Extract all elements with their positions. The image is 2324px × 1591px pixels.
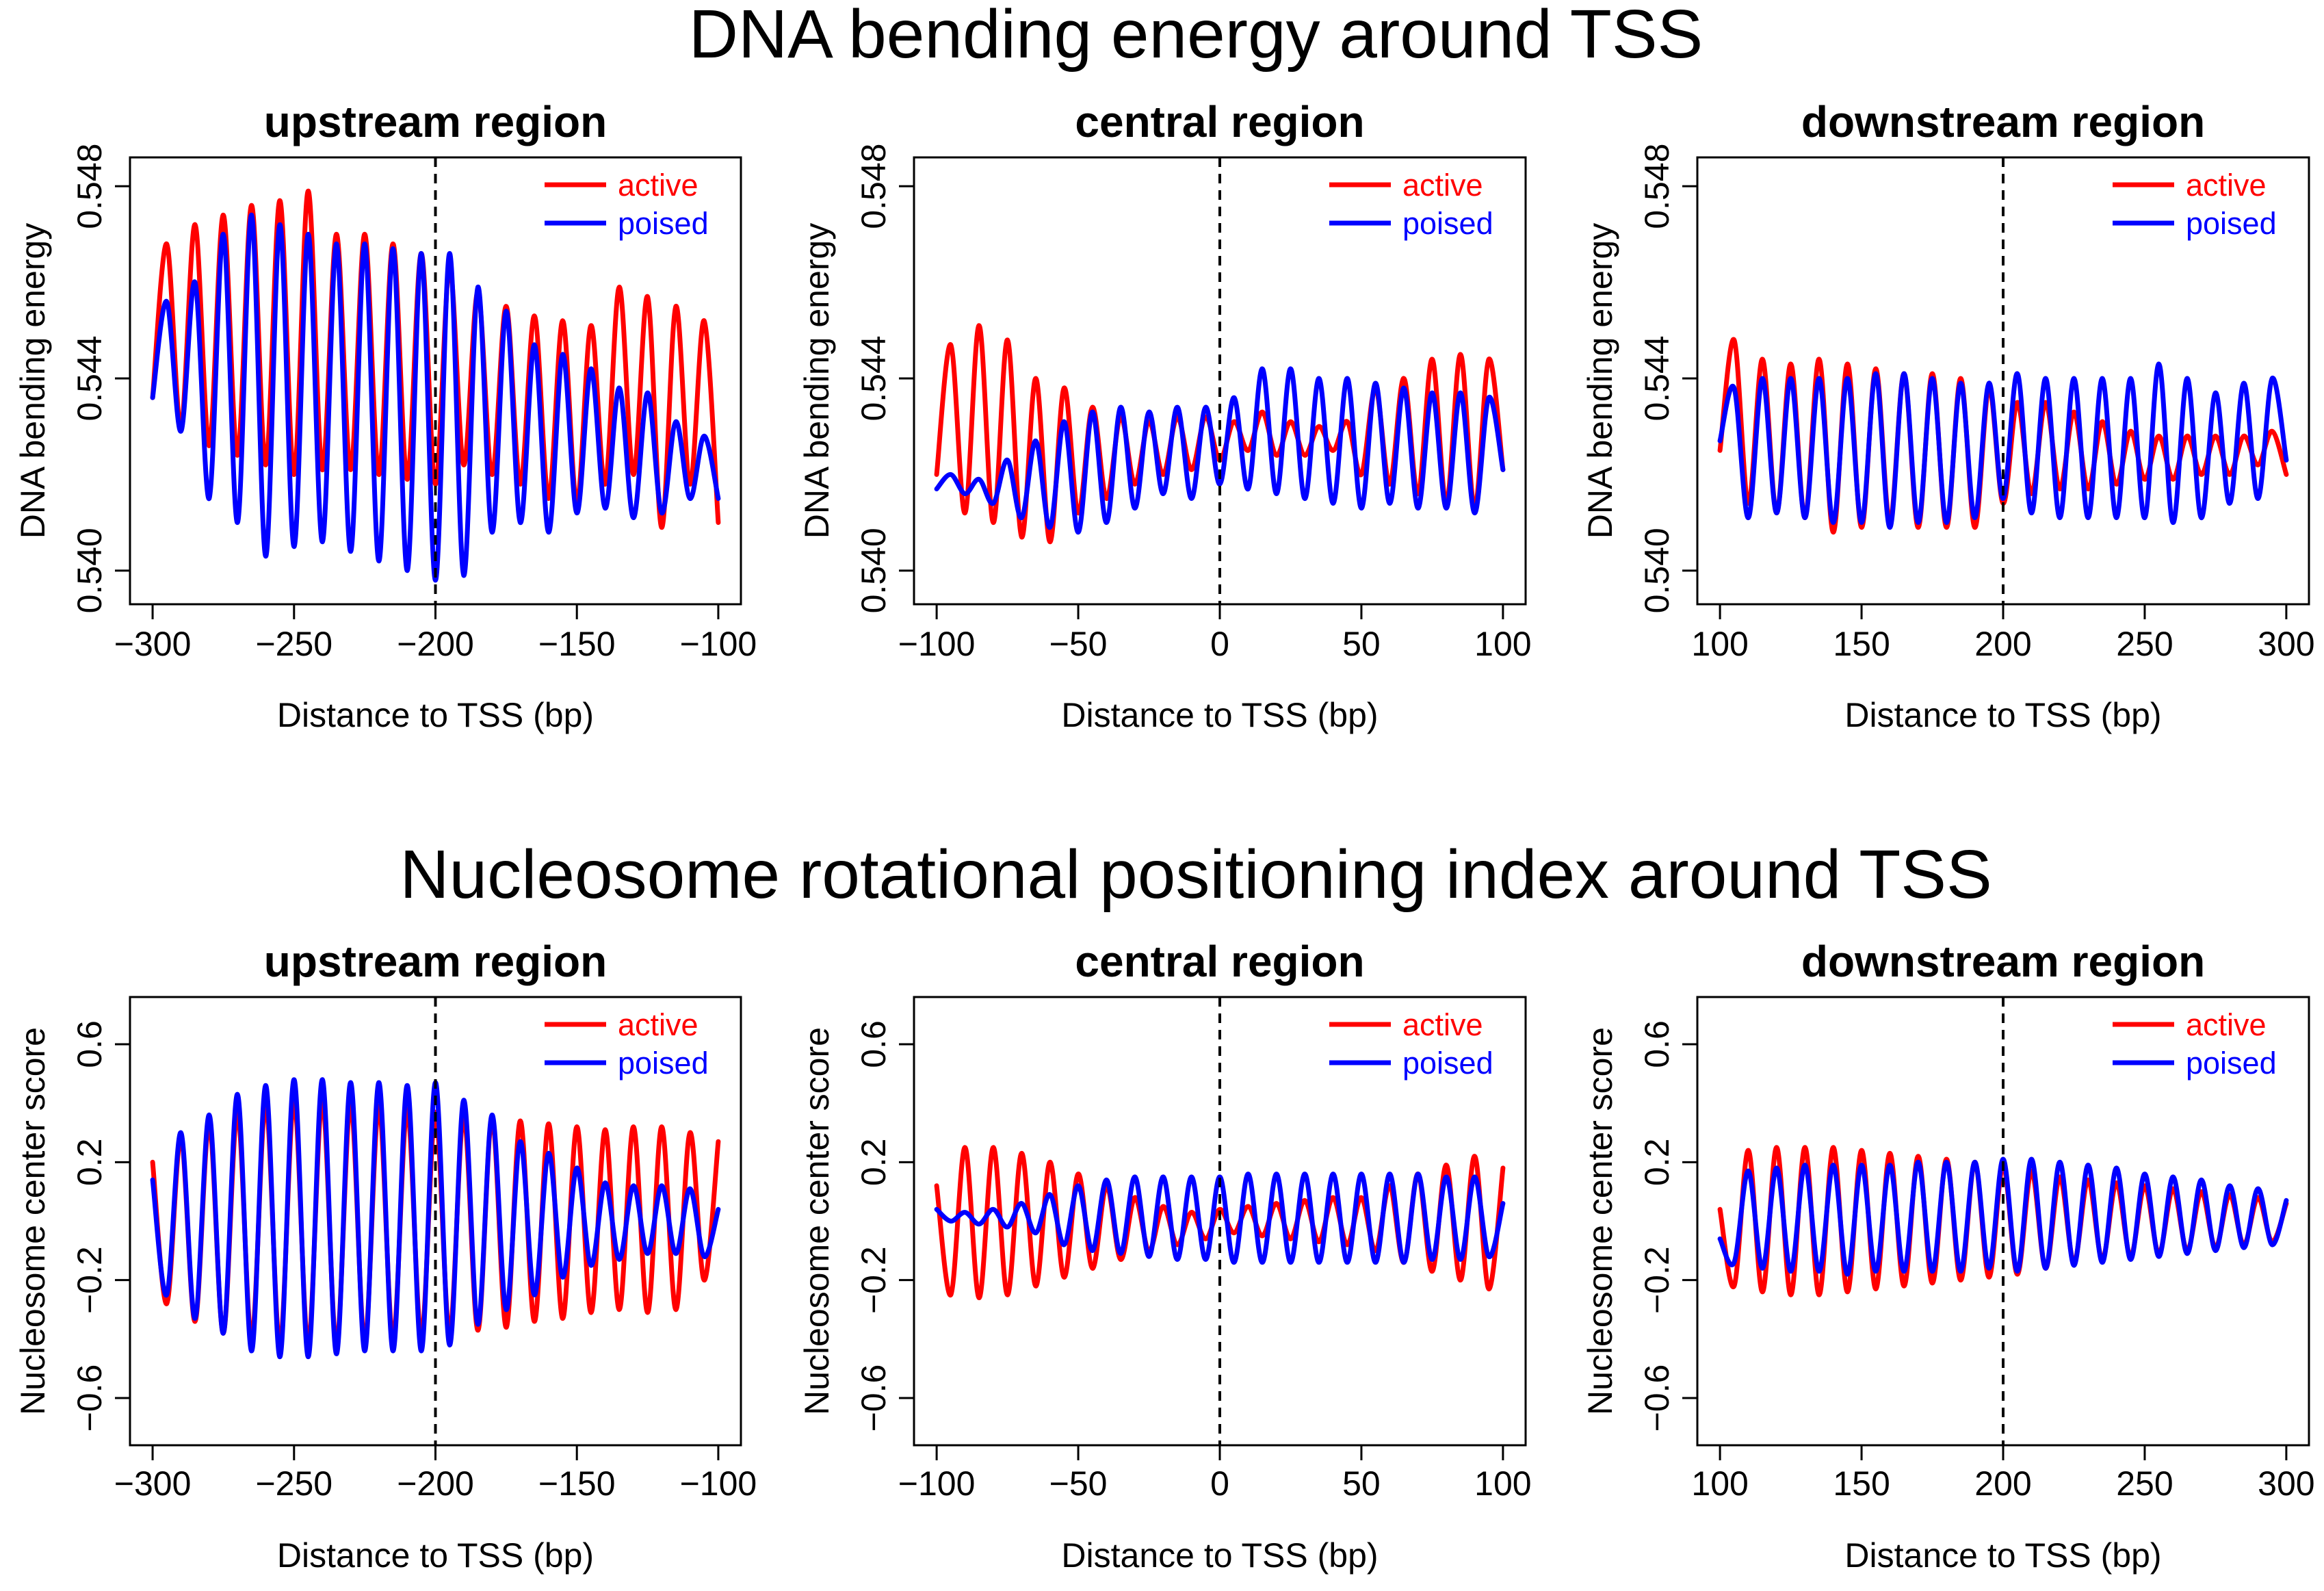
chart-0-legend-label-active: active xyxy=(618,168,698,203)
chart-4-x-tick-label: 100 xyxy=(1474,1464,1531,1503)
chart-0-y-tick-label: 0.540 xyxy=(70,528,109,613)
chart-2-y-axis-label: DNA bending energy xyxy=(1581,223,1619,539)
chart-1-x-tick-label: 50 xyxy=(1342,625,1381,663)
chart-1-y-tick-label: 0.540 xyxy=(854,528,893,613)
chart-0-x-axis-label: Distance to TSS (bp) xyxy=(277,696,594,734)
chart-5-x-tick-label: 300 xyxy=(2258,1464,2314,1503)
chart-4-y-tick-label: −0.2 xyxy=(854,1246,893,1314)
chart-2-x-tick-label: 200 xyxy=(1974,625,2031,663)
chart-4-x-tick-label: −50 xyxy=(1049,1464,1108,1503)
chart-3-y-tick-label: −0.6 xyxy=(70,1364,109,1432)
chart-0-y-axis-label: DNA bending energy xyxy=(14,223,52,539)
chart-5-y-tick-label: −0.2 xyxy=(1638,1246,1676,1314)
chart-0-x-tick-label: −300 xyxy=(114,625,192,663)
section-title-nucleosome: Nucleosome rotational positioning index … xyxy=(400,836,1992,913)
chart-3-x-axis-label: Distance to TSS (bp) xyxy=(277,1536,594,1575)
chart-5-y-tick-label: 0.2 xyxy=(1638,1139,1676,1187)
chart-4-y-axis-label: Nucleosome center score xyxy=(798,1027,836,1415)
chart-3-panel: upstream region −300 −250 −200 −150 −100 Dista… xyxy=(14,937,757,1575)
chart-2-x-tick-label: 300 xyxy=(2258,625,2314,663)
chart-0-y-tick-label: 0.544 xyxy=(70,335,109,421)
chart-1-y-tick-label: 0.544 xyxy=(854,335,893,421)
chart-0-x-tick-label: −250 xyxy=(255,625,332,663)
chart-4-legend-label-poised: poised xyxy=(1402,1046,1493,1081)
chart-4-x-axis-label: Distance to TSS (bp) xyxy=(1061,1536,1378,1575)
chart-4-y-tick-label: −0.6 xyxy=(854,1364,893,1432)
chart-5-y-axis-label: Nucleosome center score xyxy=(1581,1027,1619,1415)
chart-0-series-poised xyxy=(150,212,721,583)
chart-5-legend-label-active: active xyxy=(2186,1007,2267,1042)
chart-3-title: upstream region xyxy=(264,937,607,986)
chart-4-y-tick-label: 0.6 xyxy=(854,1020,893,1068)
chart-4-y-tick-label: 0.2 xyxy=(854,1139,893,1187)
chart-4-x-tick-label: 50 xyxy=(1342,1464,1381,1503)
chart-5-x-tick-label: 250 xyxy=(2116,1464,2173,1503)
chart-5-title: downstream region xyxy=(1801,937,2205,986)
chart-3-series-poised xyxy=(150,1077,721,1360)
chart-3-legend-label-active: active xyxy=(618,1007,698,1042)
chart-3-legend-label-poised: poised xyxy=(618,1046,709,1081)
chart-3-y-tick-label: 0.2 xyxy=(70,1139,109,1187)
chart-1-x-tick-label: −50 xyxy=(1049,625,1108,663)
chart-1-y-axis-label: DNA bending energy xyxy=(798,223,836,539)
chart-5-panel: downstream region 100 150 200 250 300 Distance… xyxy=(1581,937,2315,1575)
chart-1-title: central region xyxy=(1075,97,1364,146)
chart-5-x-tick-label: 100 xyxy=(1691,1464,1748,1503)
chart-1-x-tick-label: −100 xyxy=(898,625,976,663)
chart-3-y-tick-label: −0.2 xyxy=(70,1246,109,1314)
chart-3-y-axis-label: Nucleosome center score xyxy=(14,1027,52,1415)
chart-5-x-axis-label: Distance to TSS (bp) xyxy=(1844,1536,2161,1575)
chart-2-legend-label-poised: poised xyxy=(2186,206,2277,241)
chart-5-series-poised xyxy=(1717,1156,2289,1277)
chart-0-legend-label-poised: poised xyxy=(618,206,709,241)
chart-4-panel: central region −100 −50 0 50 100 Distance to T… xyxy=(798,937,1532,1575)
chart-5-x-tick-label: 200 xyxy=(1974,1464,2031,1503)
chart-3-x-tick-label: −200 xyxy=(397,1464,474,1503)
chart-2-x-tick-label: 250 xyxy=(2116,625,2173,663)
chart-2-x-tick-label: 150 xyxy=(1833,625,1890,663)
chart-1-x-tick-label: 100 xyxy=(1474,625,1531,663)
chart-3-x-tick-label: −250 xyxy=(255,1464,332,1503)
section-title-bending: DNA bending energy around TSS xyxy=(689,0,1703,73)
chart-4-x-tick-label: 0 xyxy=(1210,1464,1229,1503)
chart-1-x-axis-label: Distance to TSS (bp) xyxy=(1061,696,1378,734)
chart-4-title: central region xyxy=(1075,937,1364,986)
chart-1-series-poised xyxy=(934,366,1506,535)
chart-5-legend-label-poised: poised xyxy=(2186,1046,2277,1081)
chart-0-x-tick-label: −100 xyxy=(680,625,757,663)
chart-2-title: downstream region xyxy=(1801,97,2205,146)
chart-1-legend-label-active: active xyxy=(1402,168,1483,203)
chart-1-x-tick-label: 0 xyxy=(1210,625,1229,663)
chart-4-series-poised xyxy=(934,1172,1506,1265)
chart-0-x-tick-label: −200 xyxy=(397,625,474,663)
chart-0-y-tick-label: 0.548 xyxy=(70,144,109,229)
chart-2-y-tick-label: 0.540 xyxy=(1638,528,1676,613)
chart-0-title: upstream region xyxy=(264,97,607,146)
chart-2-legend-label-active: active xyxy=(2186,168,2267,203)
chart-4-x-tick-label: −100 xyxy=(898,1464,976,1503)
chart-1-legend-label-poised: poised xyxy=(1402,206,1493,241)
chart-0-x-tick-label: −150 xyxy=(538,625,616,663)
chart-5-y-tick-label: 0.6 xyxy=(1638,1020,1676,1068)
chart-3-x-tick-label: −100 xyxy=(680,1464,757,1503)
chart-2-series-poised xyxy=(1717,361,2289,530)
chart-3-y-tick-label: 0.6 xyxy=(70,1020,109,1068)
panels: upstream region −300 −250 −200 −150 −100 Dista… xyxy=(14,97,2315,1575)
chart-1-panel: central region −100 −50 0 50 100 Distance to T… xyxy=(798,97,1532,734)
chart-2-x-axis-label: Distance to TSS (bp) xyxy=(1844,696,2161,734)
chart-0-panel: upstream region −300 −250 −200 −150 −100 Dista… xyxy=(14,97,757,734)
chart-1-y-tick-label: 0.548 xyxy=(854,144,893,229)
chart-2-y-tick-label: 0.548 xyxy=(1638,144,1676,229)
chart-3-x-tick-label: −300 xyxy=(114,1464,192,1503)
chart-5-y-tick-label: −0.6 xyxy=(1638,1364,1676,1432)
chart-3-x-tick-label: −150 xyxy=(538,1464,616,1503)
chart-2-panel: downstream region 100 150 200 250 300 Distance… xyxy=(1581,97,2315,734)
chart-4-legend-label-active: active xyxy=(1402,1007,1483,1042)
chart-2-x-tick-label: 100 xyxy=(1691,625,1748,663)
chart-5-x-tick-label: 150 xyxy=(1833,1464,1890,1503)
chart-2-y-tick-label: 0.544 xyxy=(1638,335,1676,421)
